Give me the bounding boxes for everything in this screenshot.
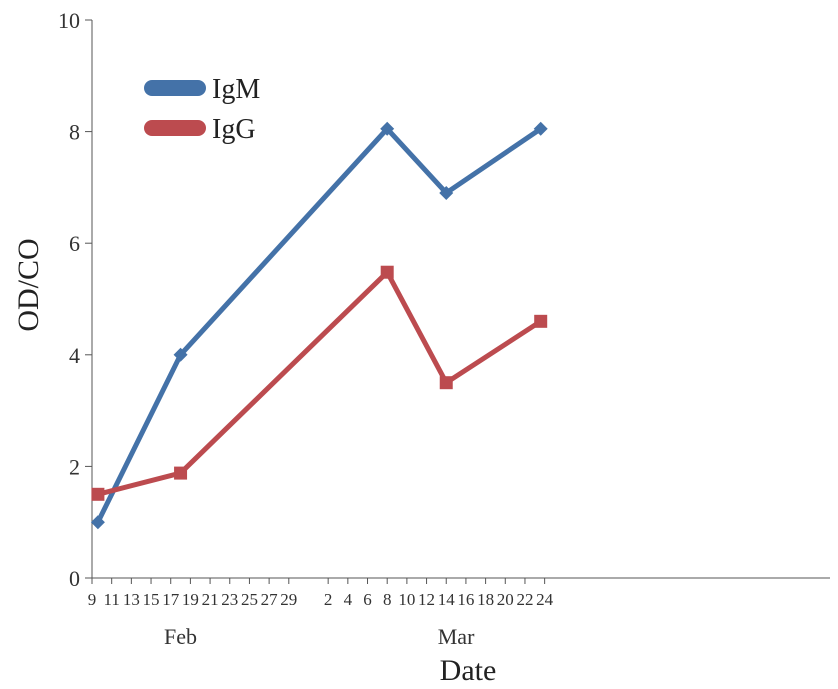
data-point-igm bbox=[439, 185, 454, 200]
y-tick-label: 0 bbox=[69, 566, 80, 591]
x-tick-label: 23 bbox=[221, 590, 238, 609]
y-tick-label: 10 bbox=[58, 8, 80, 33]
data-point-igm bbox=[173, 347, 188, 362]
month-labels: Feb Mar bbox=[164, 624, 475, 649]
series-group bbox=[90, 121, 548, 530]
legend-label-igm: IgM bbox=[212, 74, 260, 105]
y-axis-label: OD/CO bbox=[12, 238, 45, 331]
axes bbox=[91, 20, 830, 579]
x-tick-label: 13 bbox=[123, 590, 140, 609]
data-point-igg bbox=[174, 466, 188, 480]
data-point-igg bbox=[380, 265, 394, 279]
legend: IgM IgG bbox=[144, 74, 260, 145]
month-label: Mar bbox=[438, 624, 475, 649]
y-tick-label: 4 bbox=[69, 343, 80, 368]
x-tick-label: 12 bbox=[418, 590, 435, 609]
x-tick-label: 25 bbox=[241, 590, 258, 609]
x-tick-label: 17 bbox=[162, 590, 180, 609]
x-tick-label: 18 bbox=[477, 590, 494, 609]
x-axis-ticks: 9 11 13 15 17 19 21 23 25 27 29 2 4 6 8 10 12 14 16 18 20 22 2… bbox=[88, 578, 554, 609]
x-tick-label: 19 bbox=[182, 590, 199, 609]
x-tick-label: 15 bbox=[143, 590, 160, 609]
x-tick-label: 20 bbox=[497, 590, 514, 609]
series-line-igm bbox=[95, 126, 544, 525]
x-tick-label: 9 bbox=[88, 590, 97, 609]
data-point-igg bbox=[91, 487, 105, 501]
data-point-igm bbox=[380, 121, 395, 136]
y-tick-label: 2 bbox=[69, 454, 80, 479]
x-tick-label: 22 bbox=[516, 590, 533, 609]
x-tick-label: 24 bbox=[536, 590, 554, 609]
x-tick-label: 11 bbox=[103, 590, 119, 609]
month-label: Feb bbox=[164, 624, 197, 649]
x-tick-label: 16 bbox=[457, 590, 474, 609]
legend-label-igg: IgG bbox=[212, 114, 256, 145]
x-tick-label: 2 bbox=[324, 590, 333, 609]
x-tick-label: 27 bbox=[261, 590, 279, 609]
data-point-igm bbox=[533, 121, 548, 136]
y-tick-label: 6 bbox=[69, 231, 80, 256]
x-tick-label: 21 bbox=[202, 590, 219, 609]
x-tick-label: 10 bbox=[398, 590, 415, 609]
x-axis-label: Date bbox=[440, 654, 497, 687]
data-point-igg bbox=[439, 376, 453, 390]
y-tick-label: 8 bbox=[69, 120, 80, 145]
data-point-igg bbox=[534, 314, 548, 328]
x-tick-label: 29 bbox=[280, 590, 297, 609]
x-tick-label: 8 bbox=[383, 590, 392, 609]
y-axis-ticks: 0 2 4 6 8 10 bbox=[58, 8, 92, 591]
x-tick-label: 4 bbox=[344, 590, 353, 609]
x-tick-label: 6 bbox=[363, 590, 372, 609]
data-point-igm bbox=[90, 515, 105, 530]
x-tick-label: 14 bbox=[438, 590, 456, 609]
